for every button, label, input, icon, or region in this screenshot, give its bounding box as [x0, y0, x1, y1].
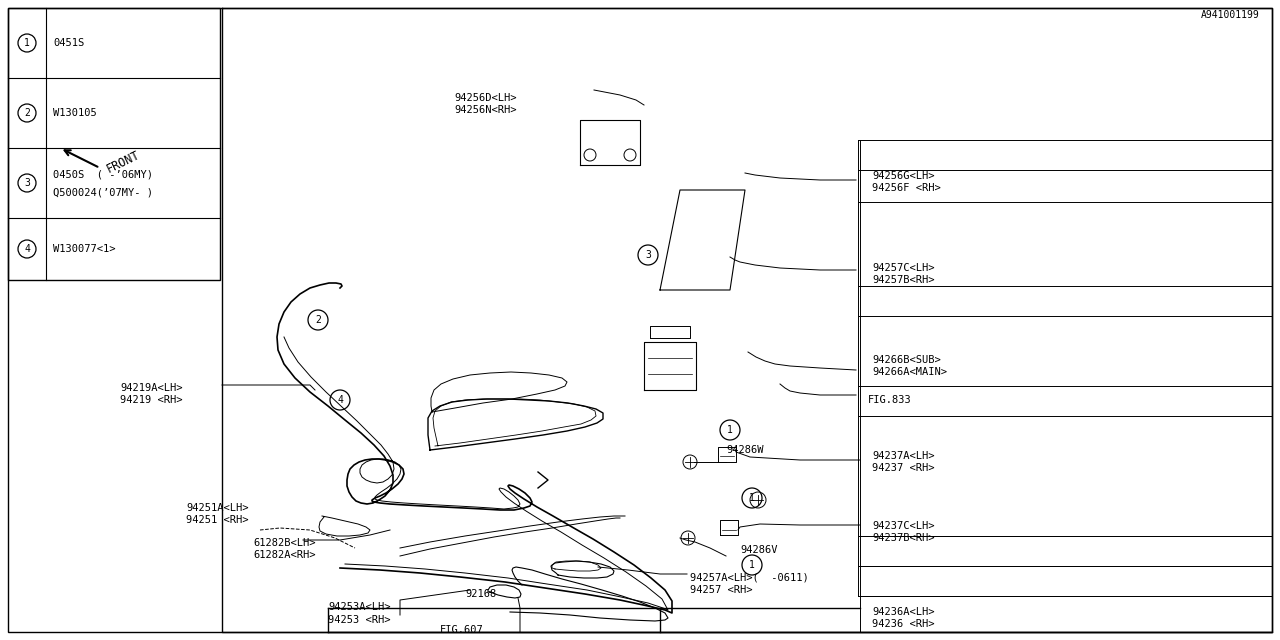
Text: 1: 1	[24, 38, 29, 48]
Text: W130077<1>: W130077<1>	[52, 244, 115, 254]
Text: 4: 4	[337, 395, 343, 405]
Text: 61282B<LH>: 61282B<LH>	[253, 538, 315, 548]
Text: 94257 <RH>: 94257 <RH>	[690, 585, 753, 595]
Text: 94256F <RH>: 94256F <RH>	[872, 183, 941, 193]
Text: 0450S  ( -’06MY): 0450S ( -’06MY)	[52, 169, 154, 179]
Text: 94257A<LH>(  -0611): 94257A<LH>( -0611)	[690, 573, 809, 583]
Text: 94257B<RH>: 94257B<RH>	[872, 275, 934, 285]
Text: 94266A<MAIN>: 94266A<MAIN>	[872, 367, 947, 377]
Text: 1: 1	[749, 560, 755, 570]
Text: Q500024(’07MY- ): Q500024(’07MY- )	[52, 187, 154, 197]
Text: 2: 2	[315, 315, 321, 325]
Text: 94253 <RH>: 94253 <RH>	[328, 615, 390, 625]
Text: 94256N<RH>: 94256N<RH>	[454, 105, 517, 115]
Text: 94237B<RH>: 94237B<RH>	[872, 533, 934, 543]
Text: 92168: 92168	[465, 589, 497, 599]
Text: 94253A<LH>: 94253A<LH>	[328, 602, 390, 612]
Text: 94251A<LH>: 94251A<LH>	[186, 503, 248, 513]
Text: 3: 3	[645, 250, 652, 260]
Text: 94237A<LH>: 94237A<LH>	[872, 451, 934, 461]
Text: 94219 <RH>: 94219 <RH>	[120, 395, 183, 405]
Text: 94256D<LH>: 94256D<LH>	[454, 93, 517, 103]
Text: W130105: W130105	[52, 108, 97, 118]
Text: 94237 <RH>: 94237 <RH>	[872, 463, 934, 473]
Text: 61282A<RH>: 61282A<RH>	[253, 550, 315, 560]
Text: 94286W: 94286W	[726, 445, 763, 455]
Text: FIG.833: FIG.833	[868, 395, 911, 405]
Text: A941001199: A941001199	[1201, 10, 1260, 20]
Text: 94236A<LH>: 94236A<LH>	[872, 607, 934, 617]
Text: 0451S: 0451S	[52, 38, 84, 48]
Text: 2: 2	[24, 108, 29, 118]
Text: 94219A<LH>: 94219A<LH>	[120, 383, 183, 393]
Text: 94236 <RH>: 94236 <RH>	[872, 619, 934, 629]
Text: 1: 1	[749, 493, 755, 503]
Text: 94251 <RH>: 94251 <RH>	[186, 515, 248, 525]
Text: 94256G<LH>: 94256G<LH>	[872, 171, 934, 181]
Text: 94237C<LH>: 94237C<LH>	[872, 521, 934, 531]
Text: 3: 3	[24, 178, 29, 188]
Text: 94266B<SUB>: 94266B<SUB>	[872, 355, 941, 365]
Text: 4: 4	[24, 244, 29, 254]
Text: 94286V: 94286V	[740, 545, 777, 555]
Text: FIG.607: FIG.607	[440, 625, 484, 635]
Text: 1: 1	[727, 425, 733, 435]
Text: FRONT: FRONT	[104, 148, 142, 175]
Text: 94257C<LH>: 94257C<LH>	[872, 263, 934, 273]
Bar	[8, 8, 220, 280]
